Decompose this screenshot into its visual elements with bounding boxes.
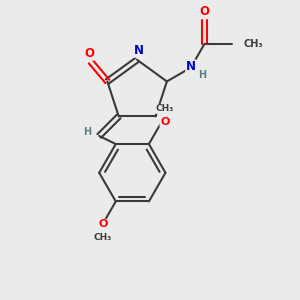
Text: O: O: [98, 220, 108, 230]
Text: H: H: [83, 127, 92, 137]
Text: S: S: [162, 116, 170, 130]
Text: CH₃: CH₃: [94, 233, 112, 242]
Text: O: O: [160, 117, 169, 127]
Text: CH₃: CH₃: [243, 39, 263, 49]
Text: O: O: [200, 5, 210, 18]
Text: O: O: [84, 47, 94, 60]
Text: H: H: [198, 70, 206, 80]
Text: N: N: [186, 60, 196, 73]
Text: CH₃: CH₃: [156, 104, 174, 113]
Text: N: N: [134, 44, 144, 57]
